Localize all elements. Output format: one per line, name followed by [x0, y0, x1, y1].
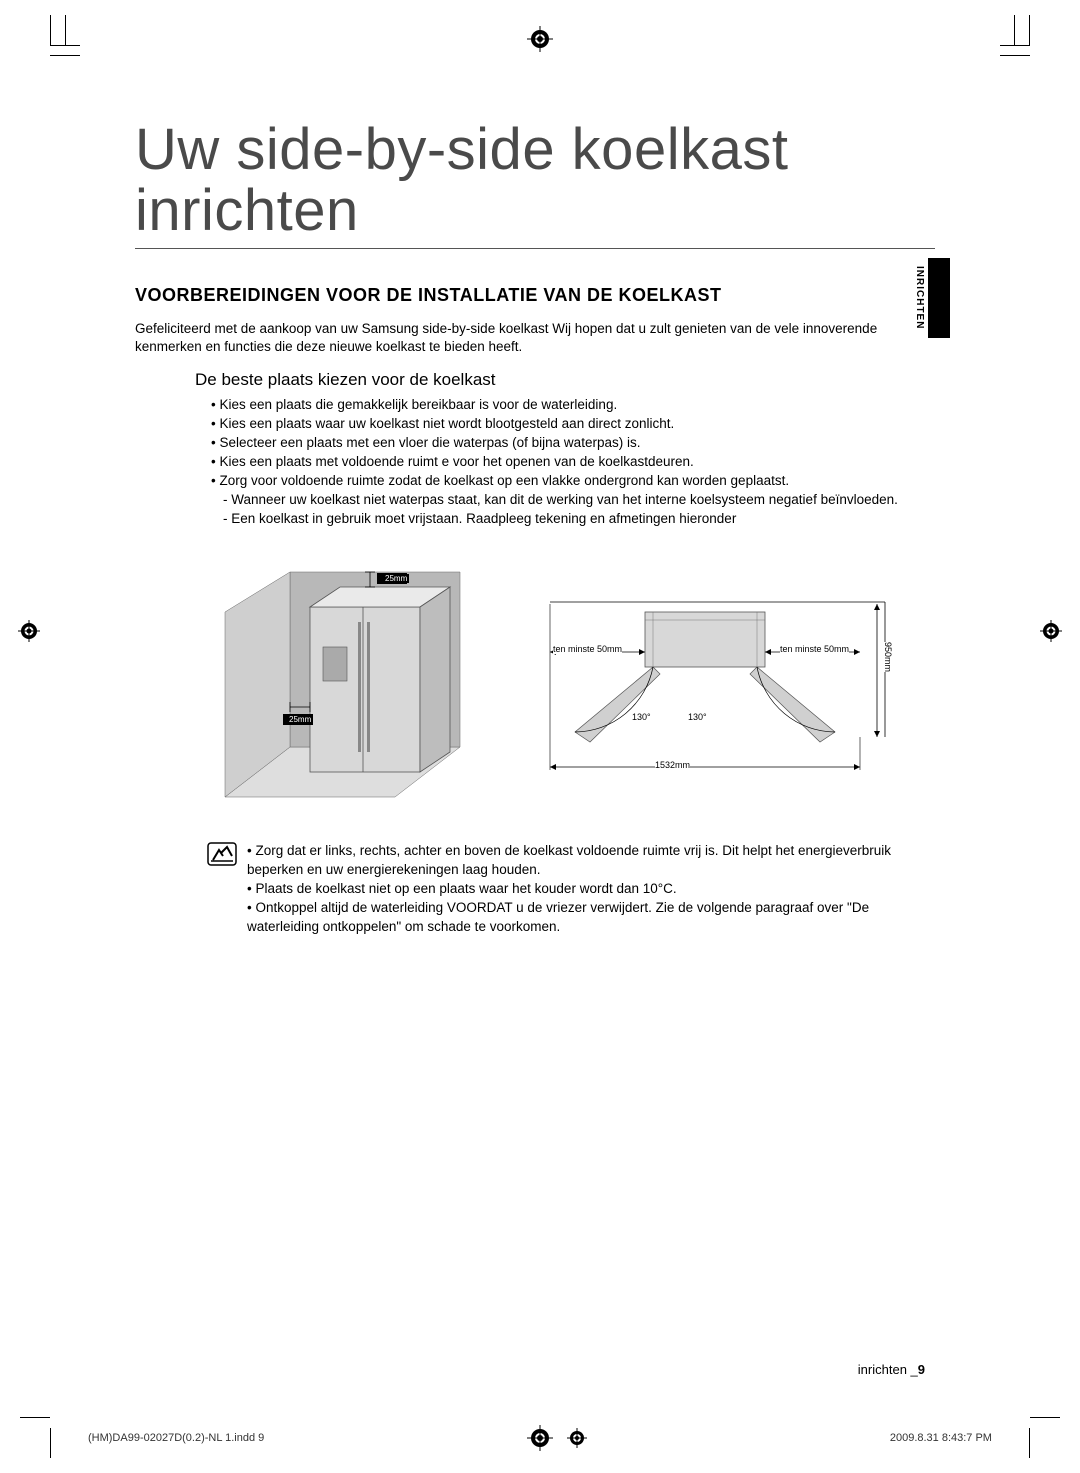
bullet-list: • Kies een plaats die gemakkelijk bereik… [211, 396, 935, 528]
door-angle-left-label: 130° [632, 712, 651, 722]
bullet-text: Selecteer een plaats met een vloer die w… [219, 435, 640, 450]
fridge-3d-diagram [215, 552, 465, 807]
note-bullet-item: • Zorg dat er links, rechts, achter en b… [247, 842, 935, 880]
indd-timestamp: 2009.8.31 8:43:7 PM [890, 1432, 992, 1444]
footer-page-number: 9 [918, 1362, 925, 1377]
sub-bullet-text: Een koelkast in gebruik moet vrijstaan. … [231, 511, 736, 526]
crop-mark [1030, 1417, 1060, 1418]
crop-mark [1000, 45, 1030, 46]
crop-mark [50, 55, 80, 56]
bullet-item: • Kies een plaats die gemakkelijk bereik… [211, 396, 935, 415]
page-content: Uw side-by-side koelkast inrichten VOORB… [135, 120, 935, 937]
sub-bullet-text: Wanneer uw koelkast niet waterpas staat,… [231, 492, 898, 507]
note-bullet-text: Plaats de koelkast niet op een plaats wa… [255, 881, 676, 896]
crop-mark [65, 15, 66, 45]
bullet-item: • Kies een plaats waar uw koelkast niet … [211, 415, 935, 434]
note-bullet-text: Ontkoppel altijd de waterleiding VOORDAT… [247, 900, 869, 934]
note-bullet-list: • Zorg dat er links, rechts, achter en b… [247, 842, 935, 936]
crop-mark [50, 1428, 51, 1458]
note-bullet-item: • Ontkoppel altijd de waterleiding VOORD… [247, 899, 935, 937]
bullet-item: • Zorg voor voldoende ruimte zodat de ko… [211, 472, 935, 491]
total-width-label: 1532mm [655, 760, 690, 770]
registration-mark-icon [1040, 620, 1062, 642]
bullet-item: • Kies een plaats met voldoende ruimt e … [211, 453, 935, 472]
door-angle-right-label: 130° [688, 712, 707, 722]
intro-paragraph: Gefeliciteerd met de aankoop van uw Sams… [135, 320, 935, 356]
crop-mark [1029, 1428, 1030, 1458]
top-gap-label: 25mm [383, 574, 409, 583]
subheading: De beste plaats kiezen voor de koelkast [195, 370, 935, 390]
note-icon [207, 842, 237, 866]
side-gap-label: 25mm [287, 715, 313, 724]
sub-bullet-item: - Wanneer uw koelkast niet waterpas staa… [223, 491, 935, 510]
left-clearance-label: ten minste 50mm [553, 644, 622, 654]
right-clearance-label: ten minste 50mm [780, 644, 849, 654]
crop-mark [1014, 15, 1015, 45]
sub-bullet-item: - Een koelkast in gebruik moet vrijstaan… [223, 510, 935, 529]
crop-mark [1029, 15, 1030, 45]
crop-mark [50, 15, 51, 45]
bullet-text: Kies een plaats waar uw koelkast niet wo… [219, 416, 674, 431]
bullet-text: Kies een plaats die gemakkelijk bereikba… [219, 397, 617, 412]
registration-mark-icon [527, 26, 553, 52]
door-swing-diagram [515, 592, 895, 792]
depth-label: 950mm [883, 642, 893, 672]
note-block: • Zorg dat er links, rechts, achter en b… [135, 842, 935, 936]
indd-slug: (HM)DA99-02027D(0.2)-NL 1.indd 9 2009.8.… [88, 1428, 992, 1448]
page-footer: inrichten _9 [858, 1362, 925, 1377]
bullet-text: Kies een plaats met voldoende ruimt e vo… [219, 454, 693, 469]
crop-mark [50, 45, 80, 46]
bullet-item: • Selecteer een plaats met een vloer die… [211, 434, 935, 453]
indd-file: (HM)DA99-02027D(0.2)-NL 1.indd 9 [88, 1432, 264, 1444]
crop-mark [1000, 55, 1030, 56]
note-bullet-text: Zorg dat er links, rechts, achter en bov… [247, 843, 891, 877]
installation-diagram: 25mm 25mm [135, 552, 935, 822]
page-title: Uw side-by-side koelkast inrichten [135, 120, 935, 249]
registration-mark-icon [567, 1428, 587, 1448]
bullet-text: Zorg voor voldoende ruimte zodat de koel… [219, 473, 789, 488]
registration-mark-icon [18, 620, 40, 642]
note-bullet-item: • Plaats de koelkast niet op een plaats … [247, 880, 935, 899]
footer-section-word: inrichten _ [858, 1362, 918, 1377]
crop-mark [20, 1417, 50, 1418]
section-heading: VOORBEREIDINGEN VOOR DE INSTALLATIE VAN … [135, 285, 935, 306]
